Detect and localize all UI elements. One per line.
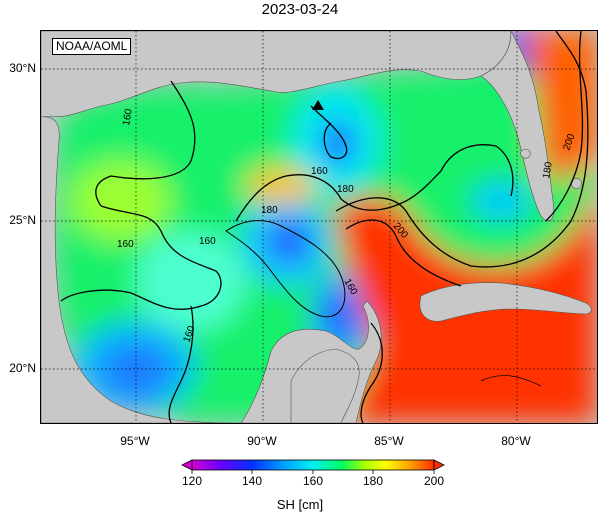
credit-label: NOAA/AOML — [52, 38, 132, 55]
station-marker — [312, 100, 324, 110]
colorbar-tick: 160 — [302, 474, 324, 488]
lon-tick-label: 90°W — [247, 434, 277, 448]
colorbar-tick: 200 — [423, 474, 445, 488]
colorbar — [181, 459, 445, 474]
contour-label: 160 — [311, 166, 328, 177]
contour-label: 180 — [337, 184, 354, 195]
contour-lines — [60, 31, 589, 423]
lon-tick-label: 80°W — [501, 434, 531, 448]
contour-label: 160 — [117, 239, 134, 250]
lon-tick-label: 95°W — [120, 434, 150, 448]
contour-label: 180 — [261, 205, 278, 216]
land-masses — [41, 31, 592, 423]
map-panel: 160 160 160 160 180 180 200 160 200 180 … — [40, 30, 598, 424]
colorbar-title: SH [cm] — [276, 497, 324, 512]
lat-tick-label: 25°N — [9, 213, 36, 227]
graticule — [41, 31, 597, 423]
lat-tick-label: 30°N — [9, 61, 36, 75]
map-title: 2023-03-24 — [261, 1, 339, 18]
contour-label: 160 — [199, 236, 216, 247]
lon-tick-label: 85°W — [374, 434, 404, 448]
colorbar-tick: 180 — [362, 474, 384, 488]
colorbar-tick: 120 — [181, 474, 203, 488]
lat-tick-label: 20°N — [9, 361, 36, 375]
contour-label: 160 — [121, 108, 135, 127]
colorbar-tick: 140 — [241, 474, 263, 488]
contour-label: 180 — [541, 161, 555, 180]
